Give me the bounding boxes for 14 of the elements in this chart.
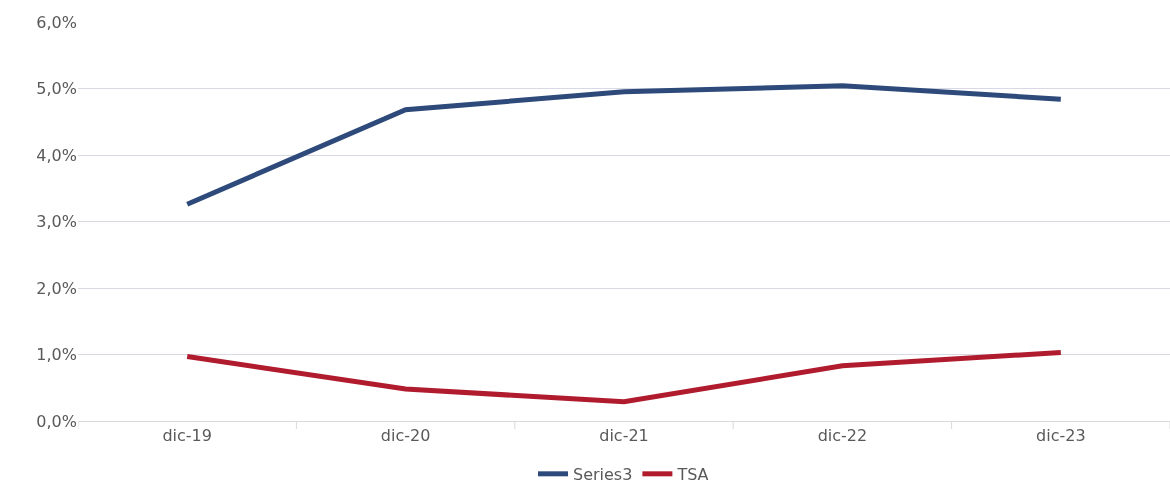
- y-tick-label: 1,0%: [36, 345, 77, 365]
- y-tick-label: 0,0%: [36, 411, 77, 431]
- y-tick-label: 5,0%: [36, 79, 77, 99]
- x-tick-label: dic-23: [1036, 426, 1086, 446]
- x-tick-label: dic-19: [162, 426, 212, 446]
- y-tick-label: 4,0%: [36, 145, 77, 165]
- legend-label: Series3: [573, 465, 633, 485]
- x-tick-label: dic-22: [817, 426, 868, 446]
- legend-label: TSA: [676, 465, 709, 485]
- y-tick-label: 3,0%: [36, 212, 77, 232]
- x-tick-label: dic-20: [380, 426, 431, 446]
- y-tick-label: 2,0%: [36, 278, 77, 298]
- y-tick-label: 6,0%: [36, 12, 77, 32]
- x-tick-label: dic-21: [599, 426, 649, 446]
